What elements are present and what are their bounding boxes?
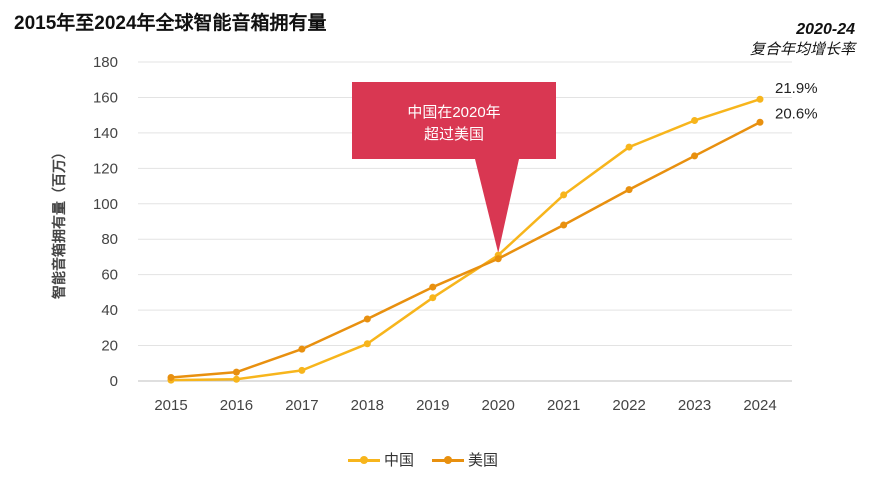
x-tick-label: 2021 — [547, 397, 580, 414]
data-point — [560, 221, 568, 229]
y-tick-label: 100 — [93, 196, 118, 213]
cagr-years: 2020-24 — [796, 21, 855, 38]
y-tick-label: 160 — [93, 89, 118, 106]
y-tick-label: 40 — [101, 302, 118, 319]
y-tick-label: 180 — [93, 54, 118, 71]
data-point — [429, 294, 437, 302]
y-tick-label: 140 — [93, 125, 118, 142]
data-point — [363, 315, 371, 323]
data-point — [232, 368, 240, 376]
series-end-label-1: 20.6% — [775, 105, 818, 122]
data-point — [232, 375, 240, 383]
x-tick-label: 2024 — [743, 397, 776, 414]
data-point — [691, 152, 699, 160]
y-tick-label: 0 — [110, 373, 118, 390]
x-axis-ticks: 2015 2016 2017 2018 2019 2020 2021 2022 2023 2024 — [154, 397, 776, 414]
series-end-label-0: 21.9% — [775, 80, 818, 97]
legend-item-usa: 美国 — [432, 449, 498, 470]
series-line-1 — [170, 121, 761, 379]
y-tick-label: 80 — [101, 231, 118, 248]
chart-legend: 中国 美国 — [348, 449, 498, 470]
data-point — [756, 95, 764, 103]
x-tick-label: 2020 — [482, 397, 515, 414]
legend-item-china: 中国 — [348, 449, 414, 470]
callout-line-2: 超过美国 — [424, 126, 484, 143]
data-point — [298, 345, 306, 353]
y-axis-ticks: 0 20 40 60 80 100 120 140 160 180 — [93, 54, 118, 390]
cagr-header: 2020-24 复合年均增长率 — [750, 20, 855, 60]
data-point — [363, 340, 371, 348]
data-point — [429, 283, 437, 291]
data-point — [494, 255, 502, 263]
series-group: 21.9% 20.6% — [167, 80, 818, 384]
y-tick-label: 60 — [101, 267, 118, 284]
legend-label-china: 中国 — [384, 452, 415, 469]
y-axis-label: 智能音箱拥有量（百万） — [51, 145, 67, 300]
callout-line-1: 中国在2020年 — [407, 104, 500, 121]
legend-swatch-china — [348, 454, 380, 466]
x-tick-label: 2015 — [154, 397, 187, 414]
x-tick-label: 2017 — [285, 397, 318, 414]
legend-swatch-usa — [432, 454, 465, 466]
x-tick-label: 2018 — [351, 397, 384, 414]
legend-label-usa: 美国 — [468, 452, 499, 469]
callout-box: 中国在2020年 超过美国 — [352, 82, 556, 253]
x-tick-label: 2016 — [220, 397, 253, 414]
cagr-description: 复合年均增长率 — [749, 41, 855, 58]
data-point — [625, 186, 633, 194]
data-point — [625, 143, 633, 151]
x-tick-label: 2023 — [678, 397, 711, 414]
series-line-0 — [170, 98, 761, 382]
x-tick-label: 2022 — [612, 397, 645, 414]
data-point — [756, 118, 764, 126]
data-point — [167, 373, 175, 381]
data-point — [298, 366, 306, 374]
y-tick-label: 20 — [101, 338, 118, 355]
callout-shape — [352, 82, 556, 253]
chart-title: 2015年至2024年全球智能音箱拥有量 — [14, 13, 327, 34]
data-point — [560, 191, 568, 199]
data-point — [691, 116, 699, 124]
x-tick-label: 2019 — [416, 397, 449, 414]
y-tick-label: 120 — [93, 160, 118, 177]
